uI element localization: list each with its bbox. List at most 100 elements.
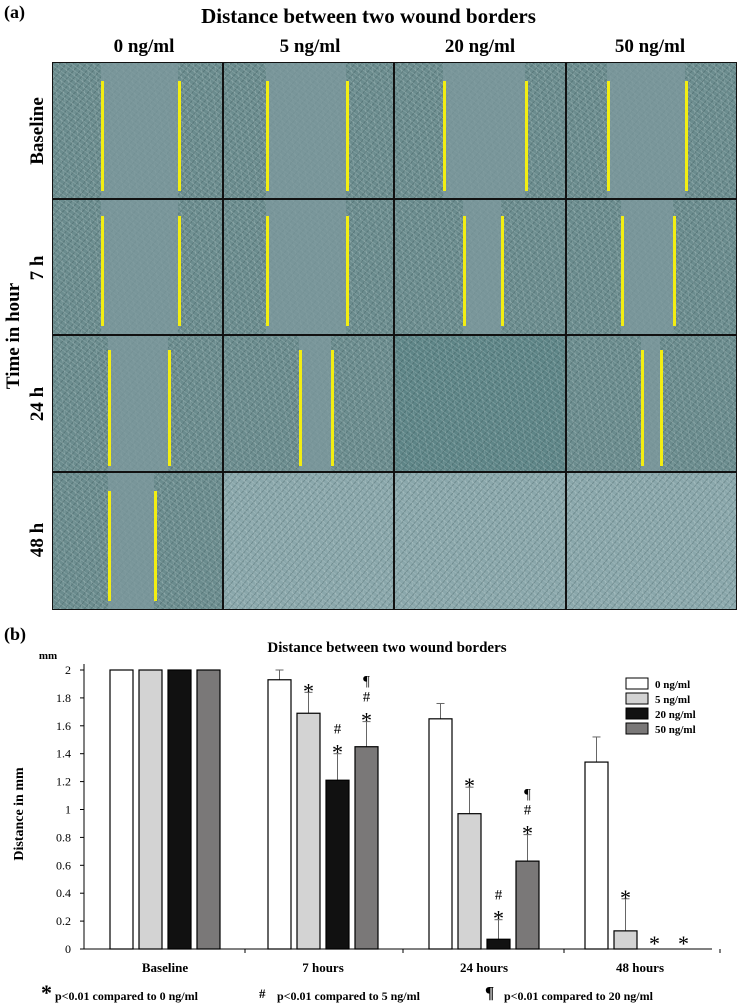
significance-marker: * bbox=[332, 740, 343, 765]
significance-marker: # bbox=[495, 888, 503, 904]
legend-label: 0 ng/ml bbox=[655, 679, 690, 691]
wound-border-left bbox=[101, 216, 104, 326]
y-unit-label: mm bbox=[39, 650, 57, 662]
wound-border-right bbox=[154, 491, 157, 601]
bar-chart: Distance between two wound borders mm Di… bbox=[12, 640, 721, 1005]
micrograph-48h-col0 bbox=[52, 472, 223, 610]
micrograph-24h-col2 bbox=[394, 335, 566, 472]
wound-border-left bbox=[463, 216, 466, 326]
bar bbox=[138, 669, 163, 950]
panel-b-label: (b) bbox=[4, 624, 26, 644]
wound-border-right bbox=[673, 216, 676, 326]
significance-marker: * bbox=[493, 906, 504, 931]
wound-border-left bbox=[299, 350, 302, 466]
significance-marker: ¶ bbox=[524, 787, 531, 803]
significance-marker: * bbox=[361, 708, 372, 733]
y-tick-label: 0.8 bbox=[56, 830, 71, 844]
legend-label: 20 ng/ml bbox=[655, 709, 696, 721]
significance-marker: # bbox=[524, 803, 532, 819]
micrograph-24h-col1 bbox=[223, 335, 394, 472]
wound-border-right bbox=[525, 81, 528, 191]
cell-texture bbox=[224, 473, 393, 609]
wound-border-right bbox=[178, 216, 181, 326]
significance-marker: * bbox=[678, 931, 689, 956]
wound-border-right bbox=[685, 81, 688, 191]
footnote-para-text: p<0.01 compared to 20 ng/ml bbox=[504, 989, 654, 1003]
legend-swatch bbox=[625, 707, 649, 720]
wound-gap bbox=[108, 473, 154, 609]
wound-gap bbox=[108, 336, 168, 471]
x-tick-label: 7 hours bbox=[302, 960, 344, 975]
bar bbox=[296, 712, 321, 950]
chart-title: Distance between two wound borders bbox=[267, 640, 506, 656]
legend: 0 ng/ml 5 ng/ml 20 ng/ml 50 ng/ml bbox=[625, 677, 696, 736]
bar bbox=[325, 779, 350, 950]
footnotes: * p<0.01 compared to 0 ng/ml # p<0.01 co… bbox=[41, 980, 654, 1005]
wound-border-left bbox=[607, 81, 610, 191]
y-tick-label: 0.6 bbox=[56, 858, 71, 872]
y-tick-label: 1.8 bbox=[56, 691, 71, 705]
y-tick-label: 0.4 bbox=[56, 886, 71, 900]
bar bbox=[515, 860, 540, 950]
column-header-50: 50 ng/ml bbox=[614, 36, 686, 57]
micrograph-48h-col1 bbox=[223, 472, 394, 610]
bar bbox=[109, 669, 134, 950]
legend-swatch bbox=[625, 692, 649, 705]
cell-texture bbox=[567, 473, 736, 609]
micrograph-7h-col3 bbox=[566, 199, 737, 335]
bar bbox=[486, 938, 511, 950]
micrograph-24h-col0 bbox=[52, 335, 223, 472]
bar bbox=[457, 813, 482, 950]
row-header-baseline: Baseline bbox=[27, 97, 48, 165]
y-tick-label: 0 bbox=[65, 942, 71, 956]
bar bbox=[196, 669, 221, 950]
wound-border-left bbox=[101, 81, 104, 191]
wound-border-left bbox=[621, 216, 624, 326]
micrograph-grid bbox=[52, 62, 737, 610]
x-tick-label: 24 hours bbox=[460, 960, 508, 975]
micrograph-baseline-col0 bbox=[52, 62, 223, 199]
wound-gap bbox=[266, 63, 346, 198]
wound-border-right bbox=[331, 350, 334, 466]
wound-border-left bbox=[266, 81, 269, 191]
significance-marker: * bbox=[649, 931, 660, 956]
wound-gap bbox=[607, 63, 685, 198]
footnote-hash-text: p<0.01 compared to 5 ng/ml bbox=[277, 989, 421, 1003]
panel-a-label: (a) bbox=[4, 2, 25, 22]
micrograph-baseline-col2 bbox=[394, 62, 566, 199]
micrograph-7h-col2 bbox=[394, 199, 566, 335]
bar bbox=[428, 718, 453, 950]
wound-gap bbox=[101, 63, 178, 198]
legend-label: 50 ng/ml bbox=[655, 724, 696, 736]
footnote-star-symbol: * bbox=[41, 980, 52, 1005]
bar bbox=[613, 930, 638, 950]
y-tick-label: 1.2 bbox=[56, 775, 71, 789]
y-tick-label: 2 bbox=[65, 663, 71, 677]
y-tick-label: 0.2 bbox=[56, 914, 71, 928]
legend-swatch bbox=[625, 677, 649, 690]
bars: **# *#¶**#*#¶** * bbox=[109, 669, 689, 956]
micrograph-baseline-col1 bbox=[223, 62, 394, 199]
wound-gap bbox=[266, 200, 346, 334]
wound-gap bbox=[443, 63, 525, 198]
significance-marker: * bbox=[620, 885, 631, 910]
grid-title: Distance between two wound borders bbox=[201, 4, 536, 28]
x-tick-label: 48 hours bbox=[616, 960, 664, 975]
y-tick-label: 1 bbox=[65, 803, 71, 817]
column-header-5: 5 ng/ml bbox=[279, 36, 341, 57]
wound-gap bbox=[641, 336, 660, 471]
footnote-hash-symbol: # bbox=[259, 986, 266, 1001]
wound-border-right bbox=[660, 350, 663, 466]
wound-border-left bbox=[108, 350, 111, 466]
bar bbox=[167, 669, 192, 950]
significance-marker: # bbox=[334, 722, 342, 738]
row-header-7h: 7 h bbox=[27, 255, 48, 281]
bar bbox=[354, 746, 379, 950]
row-header-48h: 48 h bbox=[27, 522, 48, 558]
bar bbox=[267, 679, 292, 950]
column-header-20: 20 ng/ml bbox=[444, 36, 516, 57]
y-tick-label: 1.6 bbox=[56, 719, 71, 733]
micrograph-24h-col3 bbox=[566, 335, 737, 472]
micrograph-48h-col3 bbox=[566, 472, 737, 610]
wound-border-right bbox=[501, 216, 504, 326]
